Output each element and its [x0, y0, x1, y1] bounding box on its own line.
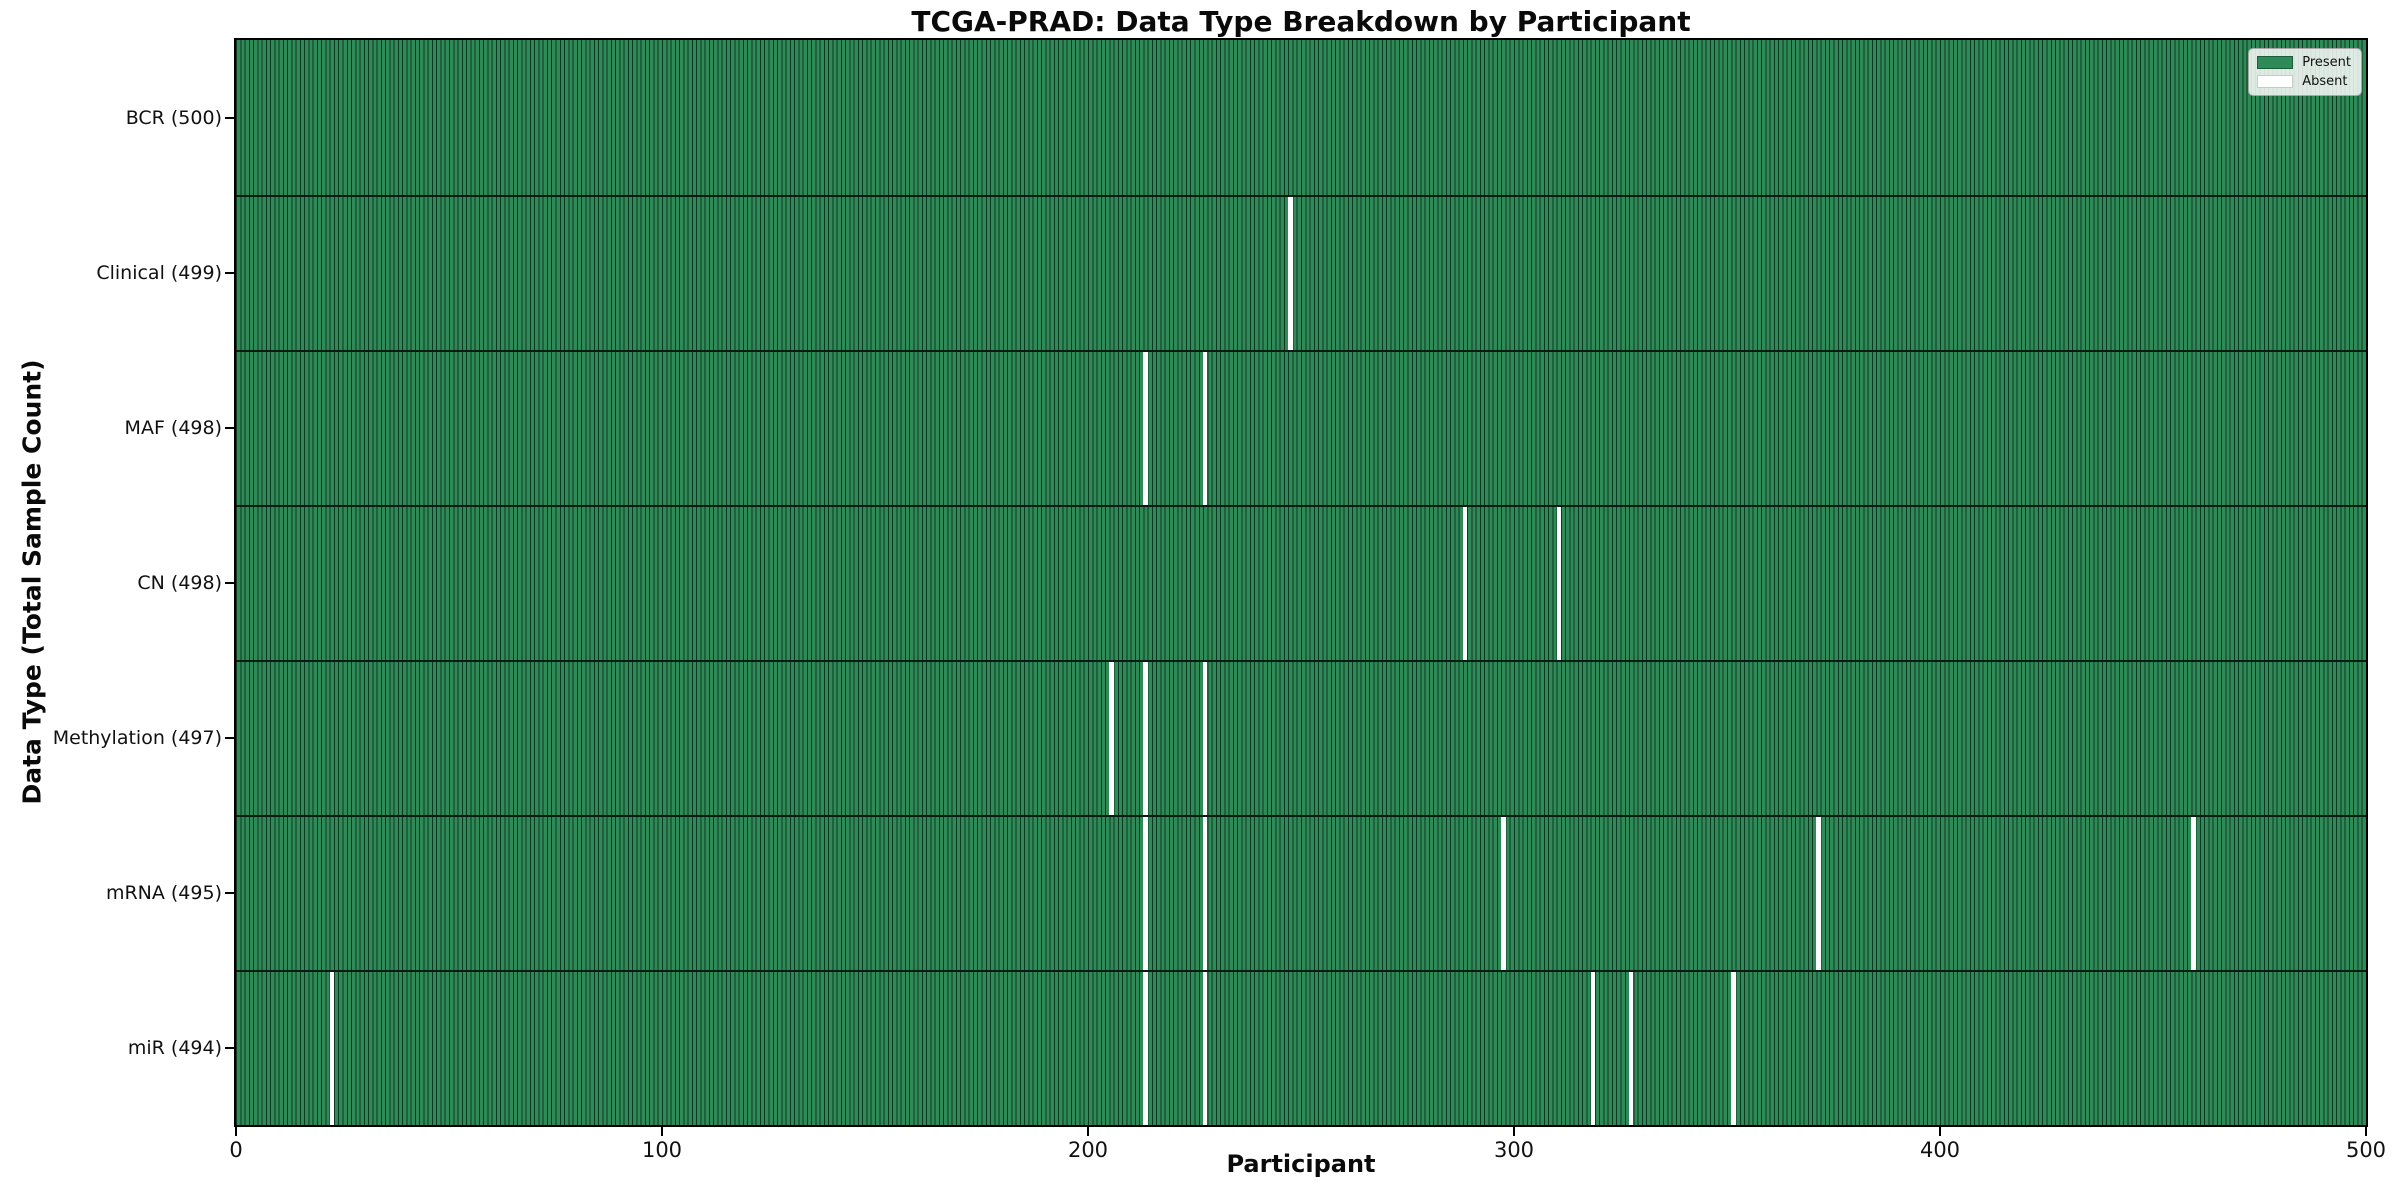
- absent-gap: [1629, 970, 1634, 1125]
- heatmap-row-miR: [236, 970, 2366, 1125]
- y-tick-mark: [225, 736, 234, 739]
- y-tick-mark: [225, 581, 234, 584]
- x-axis-label: Participant: [1226, 1150, 1376, 1178]
- legend-label-present: Present: [2302, 55, 2351, 70]
- legend-entry-absent: Absent: [2257, 75, 2351, 88]
- x-tick-mark: [661, 1127, 663, 1136]
- absent-gap: [2191, 815, 2196, 970]
- legend-label-absent: Absent: [2302, 74, 2348, 89]
- legend-swatch-present: [2257, 56, 2294, 69]
- absent-gap: [1203, 970, 1208, 1125]
- absent-gap: [1203, 350, 1208, 505]
- absent-gap: [329, 970, 335, 1125]
- absent-gap: [1816, 815, 1821, 970]
- absent-gap: [1556, 505, 1561, 660]
- heatmap-row-Methylation: [236, 660, 2366, 815]
- heatmap-row-Clinical: [236, 195, 2366, 350]
- y-tick-label: Clinical (499): [96, 261, 222, 284]
- row-divider: [236, 350, 2366, 352]
- x-tick-mark: [2365, 1127, 2367, 1136]
- legend: Present Absent: [2248, 48, 2362, 96]
- x-tick-mark: [1087, 1127, 1089, 1136]
- heatmap-row-BCR: [236, 40, 2366, 195]
- y-tick-label: CN (498): [137, 571, 222, 594]
- row-divider: [236, 660, 2366, 662]
- absent-gap: [1203, 660, 1208, 815]
- absent-gap: [1590, 970, 1595, 1125]
- absent-gap: [1462, 505, 1468, 660]
- legend-entry-present: Present: [2257, 56, 2351, 69]
- row-divider: [236, 505, 2366, 507]
- legend-swatch-absent: [2257, 75, 2294, 88]
- y-tick-mark: [225, 426, 234, 429]
- heatmap-rows: [236, 40, 2366, 1125]
- absent-gap: [1143, 660, 1148, 815]
- absent-gap: [1143, 815, 1148, 970]
- absent-gap: [1109, 660, 1114, 815]
- chart-title: TCGA-PRAD: Data Type Breakdown by Partic…: [911, 5, 1691, 38]
- absent-gap: [1731, 970, 1736, 1125]
- absent-gap: [1143, 350, 1148, 505]
- x-tick-label: 300: [1493, 1138, 1535, 1162]
- heatmap-row-mRNA: [236, 815, 2366, 970]
- heatmap-row-CN: [236, 505, 2366, 660]
- x-tick-label: 0: [229, 1138, 243, 1162]
- y-tick-mark: [225, 891, 234, 894]
- x-tick-label: 200: [1067, 1138, 1109, 1162]
- x-tick-label: 400: [1919, 1138, 1961, 1162]
- x-tick-mark: [235, 1127, 237, 1136]
- y-tick-mark: [225, 271, 234, 274]
- absent-gap: [1501, 815, 1506, 970]
- y-tick-label: mRNA (495): [105, 881, 222, 904]
- x-tick-mark: [1939, 1127, 1941, 1136]
- x-tick-label: 500: [2345, 1138, 2387, 1162]
- y-tick-label: Methylation (497): [52, 726, 222, 749]
- row-divider: [236, 195, 2366, 197]
- plot-area: Present Absent: [234, 38, 2368, 1127]
- absent-gap: [1288, 195, 1293, 350]
- x-tick-label: 100: [641, 1138, 683, 1162]
- y-tick-label: MAF (498): [124, 416, 222, 439]
- y-tick-label: miR (494): [127, 1036, 222, 1059]
- y-tick-mark: [225, 1046, 234, 1049]
- x-tick-mark: [1513, 1127, 1515, 1136]
- absent-gap: [1143, 970, 1148, 1125]
- y-tick-mark: [225, 116, 234, 119]
- absent-gap: [1203, 815, 1208, 970]
- row-divider: [236, 970, 2366, 972]
- row-divider: [236, 815, 2366, 817]
- y-tick-label: BCR (500): [125, 106, 222, 129]
- heatmap-row-MAF: [236, 350, 2366, 505]
